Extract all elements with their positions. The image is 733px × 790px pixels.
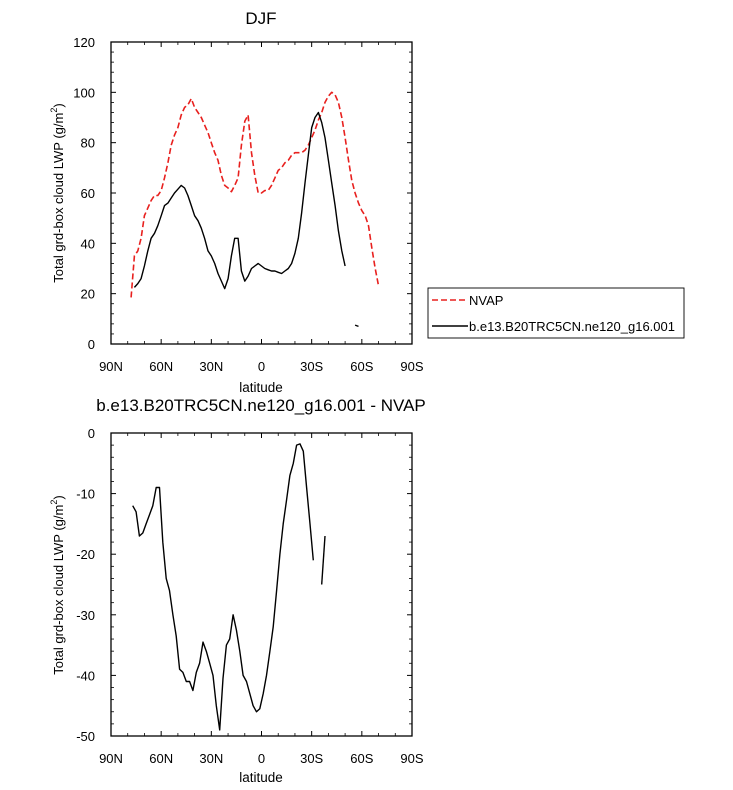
panel-2-y-tick-label: -30 xyxy=(76,608,95,623)
panel-2-x-tick-label: 90N xyxy=(99,751,123,766)
panel-1-y-tick-label: 60 xyxy=(81,186,95,201)
panel-2-y-axis-label-tail: ) xyxy=(51,495,66,499)
panel-1-y-axis-label-tail: ) xyxy=(51,103,66,107)
panel-2-y-tick-label: 0 xyxy=(88,426,95,441)
panel-2-x-tick-label: 30S xyxy=(300,751,323,766)
panel-2-title: b.e13.B20TRC5CN.ne120_g16.001 - NVAP xyxy=(96,396,426,415)
panel-1-x-tick-label: 30N xyxy=(199,359,223,374)
panel-2-plot-frame xyxy=(110,432,413,737)
panel-1-y-tick-label: 0 xyxy=(88,337,95,352)
panel-1-title: DJF xyxy=(245,9,276,28)
panel-2-y-tick-label: -10 xyxy=(76,487,95,502)
panel-2-y-axis-label: Total grd-box cloud LWP (g/m2) xyxy=(49,495,66,674)
legend-label-nvap: NVAP xyxy=(469,293,503,308)
panel-1-x-tick-label: 90N xyxy=(99,359,123,374)
panel-1-series-0-line xyxy=(130,91,380,298)
panel-1-y-tick-label: 80 xyxy=(81,136,95,151)
panel-1-y-tick-label: 20 xyxy=(81,287,95,302)
panel-1-series-1-line xyxy=(133,111,346,290)
panel-2-y-tick-label: -20 xyxy=(76,547,95,562)
panel-1-y-tick-label: 40 xyxy=(81,236,95,251)
legend: NVAP b.e13.B20TRC5CN.ne120_g16.001 xyxy=(427,287,685,339)
panel-1-y-axis-label: Total grd-box cloud LWP (g/m2) xyxy=(49,103,66,282)
panel-2-series xyxy=(132,443,326,731)
panel-1-x-tick-label: 60N xyxy=(149,359,173,374)
panel-1-x-axis-label: latitude xyxy=(239,380,283,395)
panel-1-y-axis-label-main: Total grd-box cloud LWP (g/m xyxy=(51,113,66,283)
panel-1-series xyxy=(130,91,380,328)
panel-1-x-tick-label: 90S xyxy=(400,359,423,374)
panel-1-y-tick-label: 120 xyxy=(73,35,95,50)
panel-1-x-tick-label: 60S xyxy=(350,359,373,374)
panel-1-x-tick-label: 30S xyxy=(300,359,323,374)
panel-2-y-tick-label: -40 xyxy=(76,668,95,683)
panel-2-y-axis-label-sup: 2 xyxy=(49,500,59,505)
panel-1-x-axis: 90N 60N 30N 0 30S 60S 90S xyxy=(99,42,424,374)
panel-1-series-1-line xyxy=(354,324,359,328)
panel-2-x-tick-label: 60S xyxy=(350,751,373,766)
panel-1-y-axis: 0 20 40 60 80 100 120 xyxy=(73,35,412,352)
panel-1-y-axis-label-sup: 2 xyxy=(49,108,59,113)
panel-2-series-0-line xyxy=(132,443,314,731)
panel-2-x-tick-label: 60N xyxy=(149,751,173,766)
panel-2-series-0-line xyxy=(321,535,326,585)
panel-2-y-tick-label: -50 xyxy=(76,729,95,744)
panel-2-y-axis: -50 -40 -30 -20 -10 0 xyxy=(76,426,412,744)
panel-1-y-tick-label: 100 xyxy=(73,85,95,100)
panel-2-x-tick-label: 90S xyxy=(400,751,423,766)
panel-2-x-axis-label: latitude xyxy=(239,770,283,785)
legend-label-model: b.e13.B20TRC5CN.ne120_g16.001 xyxy=(469,319,675,334)
panel-2: b.e13.B20TRC5CN.ne120_g16.001 - NVAP -50… xyxy=(49,396,426,785)
legend-box xyxy=(427,287,685,339)
panel-1-x-tick-label: 0 xyxy=(258,359,265,374)
panel-2-x-axis: 90N 60N 30N 0 30S 60S 90S xyxy=(99,433,424,766)
panel-2-x-tick-label: 30N xyxy=(199,751,223,766)
panel-2-x-tick-label: 0 xyxy=(258,751,265,766)
panel-2-y-axis-label-main: Total grd-box cloud LWP (g/m xyxy=(51,505,66,675)
